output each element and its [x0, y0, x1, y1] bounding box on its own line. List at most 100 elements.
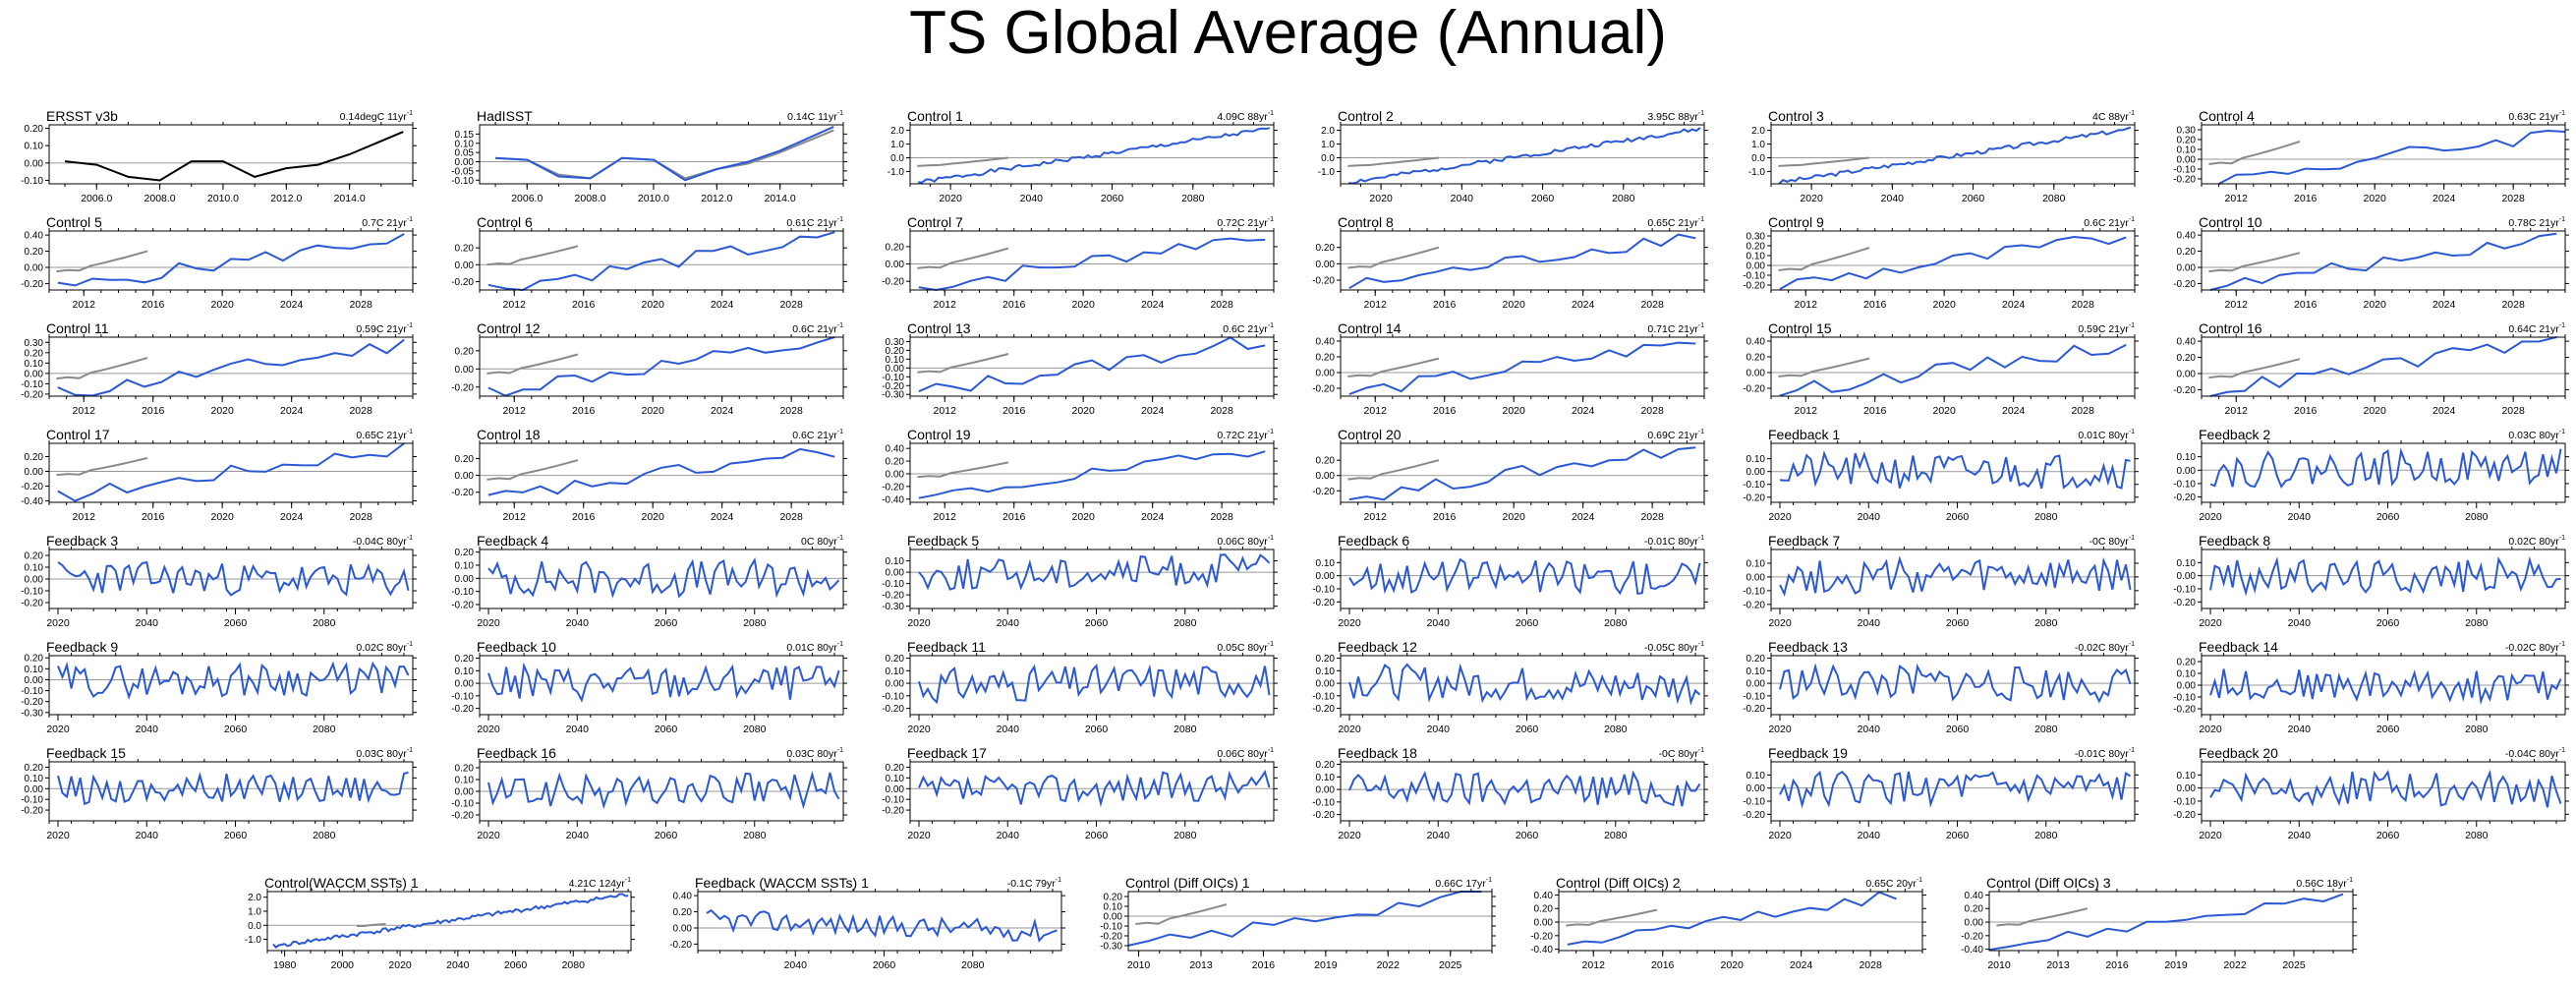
panel-trend: 0.01C 80yr-1	[786, 641, 843, 654]
x-tick-label: 2040	[136, 724, 159, 735]
x-tick-label: 2012	[503, 511, 527, 523]
series-line	[918, 336, 1266, 393]
panel-trend: 0C 80yr-1	[801, 535, 843, 548]
y-tick-label: 0.10	[2177, 452, 2197, 463]
y-tick-label: 0.10	[1746, 252, 1766, 262]
trend-exponent: -1	[1698, 747, 1704, 754]
panel-feedback-1: Feedback 1 0.01C 80yr-1 0.10 0.00 -0.10-0.20…	[1743, 427, 2139, 523]
y-tick-label: 0.40	[2177, 337, 2197, 348]
y-tick-label: 0.20	[455, 764, 475, 775]
y-tick-label: 0.10	[455, 776, 475, 786]
x-tick-label: 2020	[388, 959, 412, 971]
panel-title: Feedback 16	[477, 745, 556, 761]
series-line	[2209, 447, 2562, 490]
x-tick-label: 2080	[2034, 830, 2058, 841]
x-tick-label: 2020	[2364, 405, 2387, 417]
panel-control-diff-oics-2: Control (Diff OICs) 2 0.65C 20yr-1 0.40 0.2…	[1530, 875, 1926, 971]
y-tick-label: -0.20	[1743, 281, 1765, 292]
y-tick-label: -0.20	[21, 482, 43, 492]
panel-trend: -0.1C 79yr-1	[1007, 877, 1061, 890]
x-tick-label: 2080	[743, 617, 767, 629]
y-tick-label: 0.00	[25, 262, 44, 273]
x-tick-label: 2022	[1377, 959, 1401, 971]
panel-title: Feedback 5	[907, 533, 979, 549]
y-tick-label: -1.0	[245, 935, 262, 946]
x-tick-label: 2020	[1800, 193, 1823, 204]
panel-title: Feedback 3	[46, 533, 118, 549]
x-tick-label: 2016	[1433, 299, 1457, 311]
trend-exponent: -1	[407, 747, 413, 754]
y-tick-label: 0.10	[1746, 771, 1766, 781]
series-line	[57, 771, 409, 806]
y-tick-label: 0.00	[886, 364, 905, 375]
y-tick-label: 0.10	[25, 774, 44, 784]
x-tick-label: 2012	[73, 299, 96, 311]
y-tick-label: 0.0	[248, 921, 261, 932]
trend-exponent: -1	[625, 877, 631, 884]
observed-trend-line	[1347, 156, 1440, 167]
trend-exponent: -1	[837, 322, 843, 329]
panel-title: Control (Diff OICs) 1	[1125, 875, 1250, 891]
x-tick-label: 2012.0	[701, 193, 732, 204]
y-tick-label: 0.00	[2177, 262, 2197, 273]
y-tick-label: 2.0	[1321, 126, 1335, 137]
trend-exponent: -1	[1268, 429, 1274, 435]
panel-feedback-5: Feedback 5 0.06C 80yr-1 0.100.00-0.10-0.20…	[882, 533, 1278, 629]
x-tick-label: 2060	[224, 724, 248, 735]
trend-exponent: -1	[1056, 877, 1061, 884]
x-tick-label: 2019	[2164, 959, 2188, 971]
plot-frame	[1127, 891, 1493, 952]
x-tick-label: 2025	[1439, 959, 1462, 971]
panel-control-diff-oics-3: Control (Diff OICs) 3 0.56C 18yr-1 0.40 0.2…	[1961, 875, 2357, 971]
plot-frame	[48, 124, 414, 185]
panel-trend: 0.71C 21yr-1	[1647, 322, 1704, 335]
x-tick-label: 2080	[313, 724, 336, 735]
y-tick-label: -0.10	[21, 176, 43, 187]
x-tick-label: 2060	[1085, 724, 1109, 735]
y-tick-label: 2.0	[1751, 126, 1765, 137]
panel-title: Control 5	[46, 214, 102, 230]
panel-trend: 0.6C 21yr-1	[2084, 216, 2135, 229]
panel-control-1: Control 1 4.09C 88yr-1 2.0 1.0 0.0 -1.0 2020 20…	[887, 108, 1278, 204]
panel-trend: 0.69C 21yr-1	[1647, 429, 1704, 441]
plot-frame	[48, 442, 414, 503]
trend-exponent: -1	[2129, 641, 2135, 648]
panel-title: Feedback (WACCM SSTs) 1	[695, 875, 869, 891]
y-tick-label: 0.10	[1316, 666, 1336, 677]
trend-exponent: -1	[1268, 110, 1274, 117]
panel-control-20: Control 20 0.69C 21yr-1 0.20 0.00 -0.20 2012 2…	[1312, 427, 1708, 523]
x-tick-label: 2008.0	[575, 193, 606, 204]
plot-frame	[909, 761, 1275, 822]
panel-trend: 0.03C 80yr-1	[2508, 429, 2565, 441]
x-tick-label: 2006.0	[511, 193, 543, 204]
y-tick-label: 0.10	[2177, 669, 2197, 680]
x-tick-label: 2016	[1863, 405, 1887, 417]
y-tick-label: -0.20	[21, 599, 43, 609]
y-tick-label: 0.00	[1316, 260, 1336, 270]
observed-trend-line	[917, 156, 1009, 167]
x-tick-label: 2020	[211, 299, 235, 311]
x-tick-label: 2028	[1640, 511, 1664, 523]
x-tick-label: 2012	[503, 405, 527, 417]
x-tick-label: 2028	[779, 405, 803, 417]
y-tick-label: -1.0	[887, 167, 905, 178]
y-tick-label: 0.40	[2177, 231, 2197, 242]
page-title: TS Global Average (Annual)	[909, 0, 1667, 67]
y-tick-label: -0.20	[882, 591, 904, 602]
panel-trend: 0.72C 21yr-1	[1217, 216, 1274, 229]
y-tick-label: 0.20	[1316, 654, 1336, 665]
panel-trend: 0.65C 21yr-1	[1647, 216, 1704, 229]
y-tick-label: 0.20	[886, 346, 905, 357]
y-tick-label: -0.20	[1743, 384, 1765, 395]
panel-control-17: Control 17 0.65C 21yr-1 0.20 0.00 -0.20 -0.40…	[21, 427, 417, 523]
observed-trend-line	[487, 353, 579, 375]
y-tick-label: -0.20	[21, 806, 43, 817]
series-line	[918, 664, 1271, 705]
x-tick-label: 2060	[1516, 830, 1539, 841]
panel-trend: 0.63C 21yr-1	[2508, 110, 2565, 123]
trend-exponent: -1	[2559, 535, 2565, 542]
x-tick-label: 2020	[1503, 299, 1526, 311]
plot-frame	[479, 336, 844, 397]
x-tick-label: 1980	[273, 959, 297, 971]
x-tick-label: 2040	[1020, 193, 1044, 204]
